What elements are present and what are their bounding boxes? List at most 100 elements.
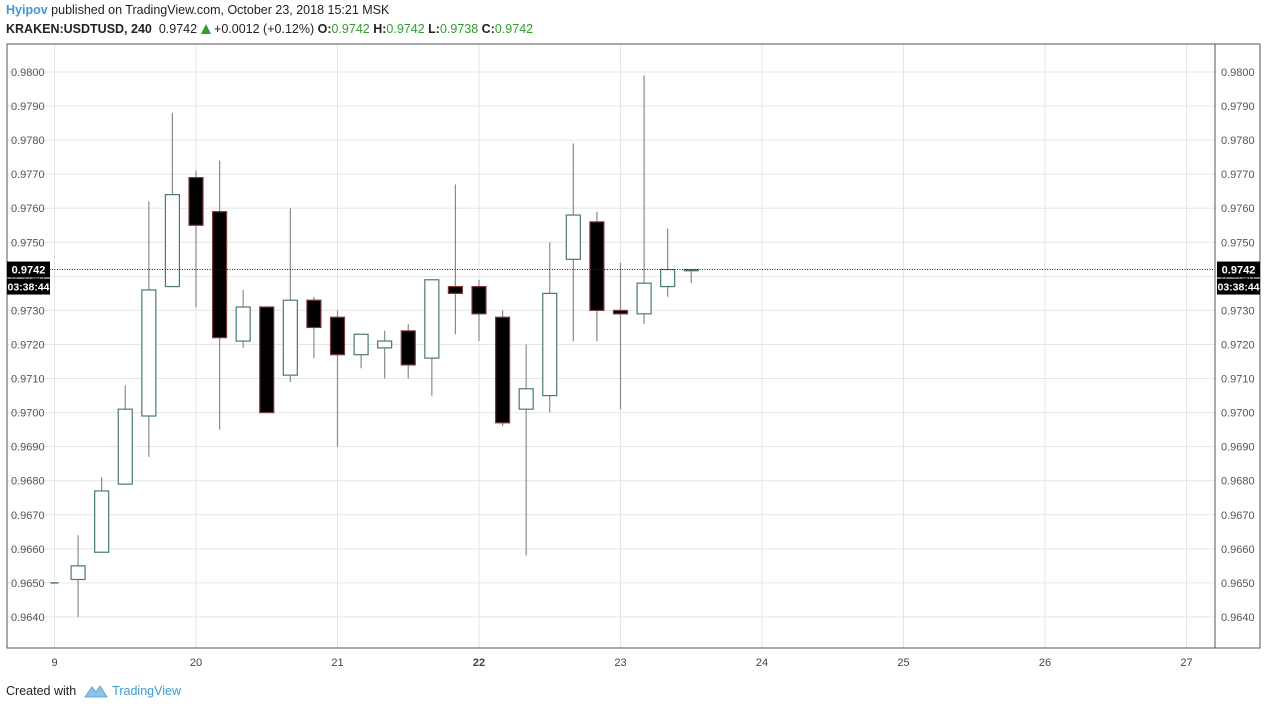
low-value: 0.9738 — [439, 22, 479, 36]
y-tick-label: 0.9670 — [1221, 510, 1255, 522]
candle-body — [494, 316, 511, 424]
candle-body — [306, 299, 322, 329]
y-axis-right: 0.9640 0.9650 0.9660 0.9670 0.9680 0.9690 0.97… — [1221, 67, 1255, 624]
x-axis: 9 20 21 22 23 24 25 26 27 — [51, 657, 1192, 669]
countdown-label: 03:38:44 — [7, 282, 49, 294]
candle-body — [211, 211, 228, 339]
price-label-bg — [7, 261, 50, 278]
close-label: C: — [481, 22, 495, 36]
y-tick-label: 0.9650 — [1221, 578, 1255, 590]
x-tick-label: 27 — [1180, 657, 1192, 669]
close-value: 0.9742 — [494, 22, 534, 36]
y-tick-label: 0.9720 — [1221, 339, 1255, 351]
x-tick-label: 25 — [897, 657, 909, 669]
y-tick-label: 0.9750 — [11, 237, 45, 249]
last-price: 0.9742 — [158, 22, 198, 36]
x-tick-label: 24 — [756, 657, 768, 669]
y-tick-label: 0.9790 — [11, 101, 45, 113]
low-label: L: — [428, 22, 440, 36]
candle-body — [329, 316, 346, 356]
open-value: 0.9742 — [331, 22, 370, 36]
symbol-label: KRAKEN:USDTUSD, 240 — [6, 22, 152, 36]
y-tick-label: 0.9660 — [11, 544, 45, 556]
open-label: O: — [317, 22, 332, 36]
candle-body — [660, 268, 676, 288]
y-tick-label: 0.9800 — [1221, 67, 1255, 79]
y-tick-label: 0.9760 — [1221, 203, 1255, 215]
candle-body — [282, 299, 298, 376]
candle-body — [636, 282, 652, 315]
y-tick-label: 0.9780 — [11, 135, 45, 147]
x-tick-label: 9 — [51, 657, 57, 669]
y-tick-label: 0.9730 — [1221, 305, 1255, 317]
candle-body — [164, 194, 181, 288]
tradingview-logo-icon — [84, 685, 109, 698]
candle-body — [518, 388, 534, 410]
publish-line: Hyipov published on TradingView.com, Oct… — [6, 3, 389, 17]
candle-body — [353, 333, 369, 356]
candle-body — [471, 285, 487, 315]
x-tick-label: 21 — [331, 657, 343, 669]
y-tick-label: 0.9670 — [11, 510, 45, 522]
y-tick-label: 0.9720 — [11, 339, 45, 351]
y-tick-label: 0.9770 — [1221, 169, 1255, 181]
candle-body — [400, 330, 416, 366]
candle-body — [94, 490, 110, 553]
y-tick-label: 0.9700 — [1221, 408, 1255, 420]
grid-lines — [7, 44, 1215, 648]
current-price-line: 0.9742 03:38:44 0.9742 03:38:44 — [7, 261, 1260, 295]
candle-body — [188, 176, 204, 226]
countdown-label-bg — [7, 278, 50, 295]
change-value: +0.0012 (+0.12%) — [214, 22, 315, 36]
price-label-bg — [1217, 261, 1260, 278]
y-tick-label: 0.9760 — [11, 203, 45, 215]
candle-body — [542, 292, 558, 397]
candle-body — [70, 565, 86, 581]
y-tick-label: 0.9640 — [1221, 612, 1255, 624]
y-tick-label: 0.9700 — [11, 408, 45, 420]
y-axis-left: 0.9640 0.9650 0.9660 0.9670 0.9680 0.9690 0.97… — [11, 67, 45, 624]
countdown-label-bg — [1217, 278, 1260, 295]
x-tick-label: 23 — [614, 657, 626, 669]
y-tick-label: 0.9780 — [1221, 135, 1255, 147]
footer: Created with TradingView — [6, 684, 181, 698]
candle-body — [141, 289, 157, 417]
y-tick-label: 0.9730 — [11, 305, 45, 317]
high-label: H: — [373, 22, 387, 36]
y-tick-label: 0.9640 — [11, 612, 45, 624]
right-axis-frame — [1214, 43, 1261, 649]
y-tick-label: 0.9690 — [1221, 442, 1255, 454]
x-tick-label: 20 — [190, 657, 202, 669]
candle-body — [377, 340, 393, 349]
plot-frame — [6, 43, 1216, 649]
tradingview-brand-link[interactable]: TradingView — [112, 684, 181, 698]
candle-body — [612, 309, 629, 315]
candle-body — [117, 408, 133, 485]
x-tick-label: 26 — [1039, 657, 1051, 669]
current-price-label: 0.9742 — [1222, 265, 1256, 277]
candle-body — [235, 306, 251, 342]
created-with-text: Created with — [6, 684, 77, 698]
published-text: published on TradingView.com, October 23… — [51, 3, 390, 17]
y-tick-label: 0.9710 — [11, 374, 45, 386]
author-link[interactable]: Hyipov — [6, 3, 48, 17]
y-tick-label: 0.9650 — [11, 578, 45, 590]
candle-body — [589, 221, 605, 312]
y-tick-label: 0.9690 — [11, 442, 45, 454]
candle-body — [259, 306, 275, 414]
candle-body — [424, 279, 440, 359]
y-tick-label: 0.9790 — [1221, 101, 1255, 113]
current-price-label: 0.9742 — [12, 265, 46, 277]
y-tick-label: 0.9800 — [11, 67, 45, 79]
up-arrow-icon — [201, 24, 212, 34]
candle-body — [565, 214, 581, 260]
high-value: 0.9742 — [386, 22, 425, 36]
candles — [50, 75, 699, 617]
y-tick-label: 0.9680 — [1221, 476, 1255, 488]
y-tick-label: 0.9680 — [11, 476, 45, 488]
candle-body — [447, 285, 464, 294]
x-tick-label: 22 — [473, 657, 485, 669]
y-tick-label: 0.9770 — [11, 169, 45, 181]
countdown-label: 03:38:44 — [1217, 282, 1259, 294]
